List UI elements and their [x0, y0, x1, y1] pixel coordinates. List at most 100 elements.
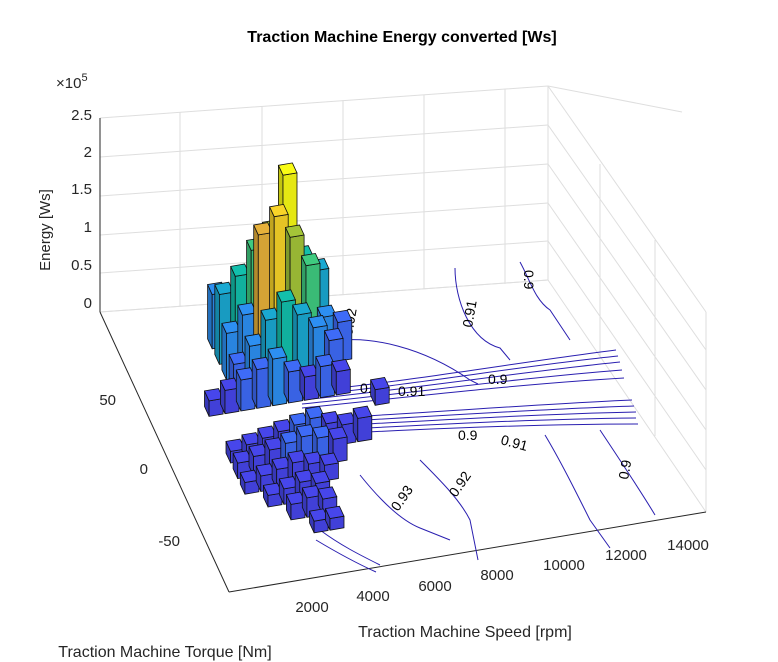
energy-bar — [219, 377, 240, 415]
energy-bar-face — [276, 289, 296, 303]
energy-ticks: 0 0.5 1 1.5 2 2.5 ×105 — [56, 72, 92, 312]
contour-line — [329, 417, 637, 431]
energy-bar — [315, 353, 335, 399]
torque-tick-label: 0 — [140, 461, 148, 478]
energy-bars — [203, 162, 390, 534]
torque-tick-label: -50 — [158, 533, 180, 550]
energy-bar-face — [332, 309, 353, 323]
grid-top-back — [99, 85, 683, 119]
grid-z-0-5 — [99, 240, 549, 274]
z-tick-label: 0 — [84, 295, 92, 312]
speed-tick-label: 2000 — [295, 599, 328, 616]
z-tick-label: 1 — [84, 219, 92, 236]
z-exponent-base: ×10 — [56, 75, 81, 92]
energy-bar — [308, 508, 329, 534]
torque-axis-label: Traction Machine Torque [Nm] — [58, 644, 271, 661]
grid-right-z4 — [547, 124, 707, 351]
z-tick-label: 1.5 — [71, 181, 92, 198]
energy-bar-face — [207, 284, 213, 349]
speed-tick-label: 10000 — [543, 557, 585, 574]
energy-bar-face — [324, 505, 345, 519]
contour-line — [519, 261, 571, 341]
energy-bar — [203, 388, 224, 417]
grid-right-floor — [547, 279, 707, 513]
contour-line — [419, 459, 479, 561]
contour-line — [329, 405, 635, 423]
energy-bar-face — [308, 315, 328, 329]
grid-right-z5 — [547, 85, 707, 313]
energy-bar-face — [331, 359, 351, 373]
z-exponent-label: ×105 — [56, 72, 88, 92]
energy-bar-face — [317, 486, 338, 500]
chart-title: Traction Machine Energy converted [Ws] — [247, 29, 556, 46]
contour-line — [301, 361, 621, 401]
energy-bar — [331, 359, 351, 396]
z-tick-label: 2.5 — [71, 107, 92, 124]
energy-bar — [283, 359, 304, 404]
speed-ticks: 2000 4000 6000 8000 10000 12000 14000 — [295, 537, 709, 616]
contour-line — [329, 399, 633, 419]
energy-bar-face — [327, 426, 348, 440]
speed-tick-label: 12000 — [605, 547, 647, 564]
energy-bar-face — [292, 302, 312, 316]
contour-line — [301, 377, 625, 409]
contour-line — [454, 267, 511, 361]
energy-bar-face — [277, 162, 298, 176]
contour-line — [319, 529, 381, 566]
energy-bar — [352, 405, 373, 443]
energy-bar-face — [284, 224, 305, 238]
energy-bar-face — [352, 405, 373, 419]
z-tick-label: 2 — [84, 144, 92, 161]
grid-right-z3 — [547, 163, 707, 391]
contour-label: 0.9 — [615, 458, 634, 480]
contour-label: 0.91 — [499, 431, 530, 454]
energy-bar-face — [300, 252, 321, 267]
speed-axis-label: Traction Machine Speed [rpm] — [358, 624, 572, 641]
contour-line — [599, 429, 656, 516]
energy-bar-face — [269, 203, 289, 218]
energy-bar-face — [214, 284, 220, 365]
energy-bar — [370, 376, 390, 406]
energy-bar — [324, 505, 345, 531]
torque-tick-label: 50 — [99, 392, 116, 409]
contour-line — [315, 539, 377, 573]
contour-line — [343, 339, 479, 385]
speed-tick-label: 14000 — [667, 537, 709, 554]
torque-ticks: -50 0 50 — [99, 392, 180, 550]
energy-axis-label: Energy [Ws] — [37, 189, 54, 271]
energy-bar-face — [267, 346, 288, 360]
grid-z-2 — [99, 124, 549, 158]
contour-label: 0.9 — [488, 371, 508, 387]
energy-bar-face — [357, 415, 373, 443]
contour-label: 0.9 — [521, 270, 537, 290]
contour-label: 0.9 — [458, 427, 478, 443]
axes-lines — [99, 118, 707, 593]
z-tick-label: 0.5 — [71, 257, 92, 274]
energy-bar — [262, 482, 283, 508]
contour-line — [544, 434, 611, 549]
grid-right-z1 — [547, 240, 707, 471]
energy-bar-face — [370, 376, 390, 391]
z-exponent-power: 5 — [81, 72, 87, 84]
energy-bar — [327, 426, 348, 464]
speed-tick-label: 8000 — [480, 567, 513, 584]
grid-right-z2 — [547, 202, 707, 431]
energy-bar-face — [310, 470, 331, 484]
contour-line — [329, 423, 639, 435]
energy-bar-face — [319, 452, 339, 466]
contour-line — [359, 474, 451, 541]
energy-bar — [267, 346, 288, 407]
energy-bar — [239, 469, 260, 495]
contour-line — [301, 369, 623, 405]
energy-bar-face — [374, 386, 390, 406]
grid-z-1 — [99, 202, 549, 236]
energy-bar — [285, 491, 306, 521]
speed-axis-line — [228, 511, 707, 593]
grid-z-1-5 — [99, 163, 549, 197]
energy-bar-face — [323, 327, 344, 342]
speed-tick-label: 4000 — [356, 588, 389, 605]
contour-label: 0.91 — [398, 383, 425, 399]
axes-grid — [99, 85, 707, 513]
